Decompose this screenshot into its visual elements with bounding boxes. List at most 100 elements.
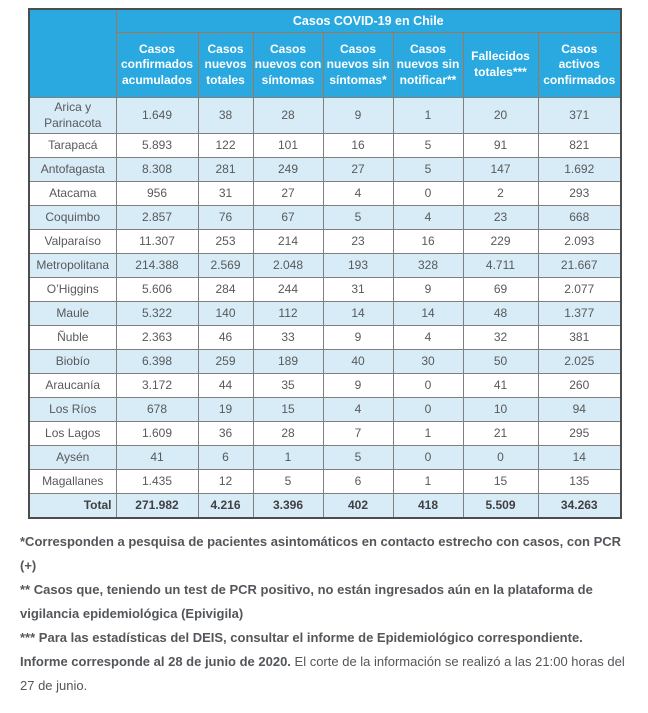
- value-cell: 31: [322, 277, 394, 303]
- value-cell: 21.667: [537, 253, 622, 279]
- column-header-casos-nuevos-totales: Casos nuevos totales: [197, 32, 254, 98]
- table-row: Arica y Parinacota 1.649 38 28 9 1 20 371: [28, 96, 622, 135]
- value-cell: 46: [197, 325, 254, 351]
- value-cell: 4: [322, 397, 394, 423]
- value-cell: 3.172: [115, 373, 199, 399]
- value-cell: 3.396: [252, 493, 324, 519]
- value-cell: 2.093: [537, 229, 622, 255]
- value-cell: 27: [252, 181, 324, 207]
- corner-cell: [28, 8, 117, 98]
- table-row: Metropolitana 214.388 2.569 2.048 193 328 4.71…: [28, 253, 622, 279]
- value-cell: 402: [322, 493, 394, 519]
- region-cell: Antofagasta: [28, 157, 117, 183]
- value-cell: 41: [462, 373, 539, 399]
- value-cell: 23: [462, 205, 539, 231]
- region-cell: Los Ríos: [28, 397, 117, 423]
- value-cell: 1: [392, 469, 464, 495]
- value-cell: 101: [252, 133, 324, 159]
- region-cell: Tarapacá: [28, 133, 117, 159]
- footnotes: *Corresponden a pesquisa de pacientes as…: [20, 530, 635, 698]
- value-cell: 4: [392, 325, 464, 351]
- value-cell: 23: [322, 229, 394, 255]
- region-cell: Valparaíso: [28, 229, 117, 255]
- value-cell: 34.263: [537, 493, 622, 519]
- value-cell: 2.363: [115, 325, 199, 351]
- value-cell: 6.398: [115, 349, 199, 375]
- value-cell: 14: [392, 301, 464, 327]
- value-cell: 135: [537, 469, 622, 495]
- value-cell: 36: [197, 421, 254, 447]
- total-row: Total 271.982 4.216 3.396 402 418 5.509 34.263: [28, 493, 622, 519]
- value-cell: 19: [197, 397, 254, 423]
- value-cell: 32: [462, 325, 539, 351]
- region-cell: Arica y Parinacota: [28, 96, 117, 135]
- value-cell: 249: [252, 157, 324, 183]
- value-cell: 91: [462, 133, 539, 159]
- value-cell: 418: [392, 493, 464, 519]
- value-cell: 5.893: [115, 133, 199, 159]
- value-cell: 1: [252, 445, 324, 471]
- value-cell: 4.711: [462, 253, 539, 279]
- table-body: Arica y Parinacota 1.649 38 28 9 1 20 371 Tarapa…: [28, 96, 622, 519]
- total-label-cell: Total: [28, 493, 117, 519]
- value-cell: 189: [252, 349, 324, 375]
- value-cell: 11.307: [115, 229, 199, 255]
- value-cell: 33: [252, 325, 324, 351]
- value-cell: 12: [197, 469, 254, 495]
- value-cell: 281: [197, 157, 254, 183]
- value-cell: 295: [537, 421, 622, 447]
- value-cell: 0: [392, 373, 464, 399]
- value-cell: 2.025: [537, 349, 622, 375]
- value-cell: 28: [252, 421, 324, 447]
- value-cell: 16: [322, 133, 394, 159]
- value-cell: 328: [392, 253, 464, 279]
- value-cell: 31: [197, 181, 254, 207]
- value-cell: 140: [197, 301, 254, 327]
- table-row: Aysén 41 6 1 5 0 0 14: [28, 445, 622, 471]
- value-cell: 27: [322, 157, 394, 183]
- value-cell: 112: [252, 301, 324, 327]
- value-cell: 2.077: [537, 277, 622, 303]
- value-cell: 293: [537, 181, 622, 207]
- value-cell: 147: [462, 157, 539, 183]
- region-cell: O’Higgins: [28, 277, 117, 303]
- value-cell: 10: [462, 397, 539, 423]
- value-cell: 15: [252, 397, 324, 423]
- table-row: O’Higgins 5.606 284 244 31 9 69 2.077: [28, 277, 622, 303]
- column-header-casos-confirmados-acumulados: Casos confirmados acumulados: [115, 32, 199, 98]
- column-header-casos-nuevos-sin-notificar: Casos nuevos sin notificar**: [392, 32, 464, 98]
- region-cell: Metropolitana: [28, 253, 117, 279]
- value-cell: 9: [322, 373, 394, 399]
- region-cell: Magallanes: [28, 469, 117, 495]
- value-cell: 40: [322, 349, 394, 375]
- value-cell: 21: [462, 421, 539, 447]
- value-cell: 4: [392, 205, 464, 231]
- value-cell: 35: [252, 373, 324, 399]
- covid-cases-table: Casos COVID-19 en Chile Casos confirmado…: [28, 8, 623, 520]
- value-cell: 8.308: [115, 157, 199, 183]
- region-cell: Atacama: [28, 181, 117, 207]
- value-cell: 1.609: [115, 421, 199, 447]
- table-row: Ñuble 2.363 46 33 9 4 32 381: [28, 325, 622, 351]
- value-cell: 7: [322, 421, 394, 447]
- table-row: Coquimbo 2.857 76 67 5 4 23 668: [28, 205, 622, 231]
- value-cell: 6: [197, 445, 254, 471]
- value-cell: 244: [252, 277, 324, 303]
- title-row: Casos COVID-19 en Chile: [28, 8, 622, 98]
- value-cell: 44: [197, 373, 254, 399]
- region-cell: Aysén: [28, 445, 117, 471]
- column-header-casos-nuevos-sin-sintomas: Casos nuevos sin síntomas*: [322, 32, 394, 98]
- region-cell: Ñuble: [28, 325, 117, 351]
- value-cell: 69: [462, 277, 539, 303]
- value-cell: 381: [537, 325, 622, 351]
- value-cell: 0: [462, 445, 539, 471]
- value-cell: 41: [115, 445, 199, 471]
- value-cell: 678: [115, 397, 199, 423]
- value-cell: 259: [197, 349, 254, 375]
- column-header-fallecidos-totales: Fallecidos totales***: [462, 32, 539, 98]
- region-cell: Maule: [28, 301, 117, 327]
- footnote-asymptomatic-pcr: *Corresponden a pesquisa de pacientes as…: [20, 534, 622, 574]
- value-cell: 821: [537, 133, 622, 159]
- column-header-casos-activos-confirmados: Casos activos confirmados: [537, 32, 622, 98]
- table-row: Biobío 6.398 259 189 40 30 50 2.025: [28, 349, 622, 375]
